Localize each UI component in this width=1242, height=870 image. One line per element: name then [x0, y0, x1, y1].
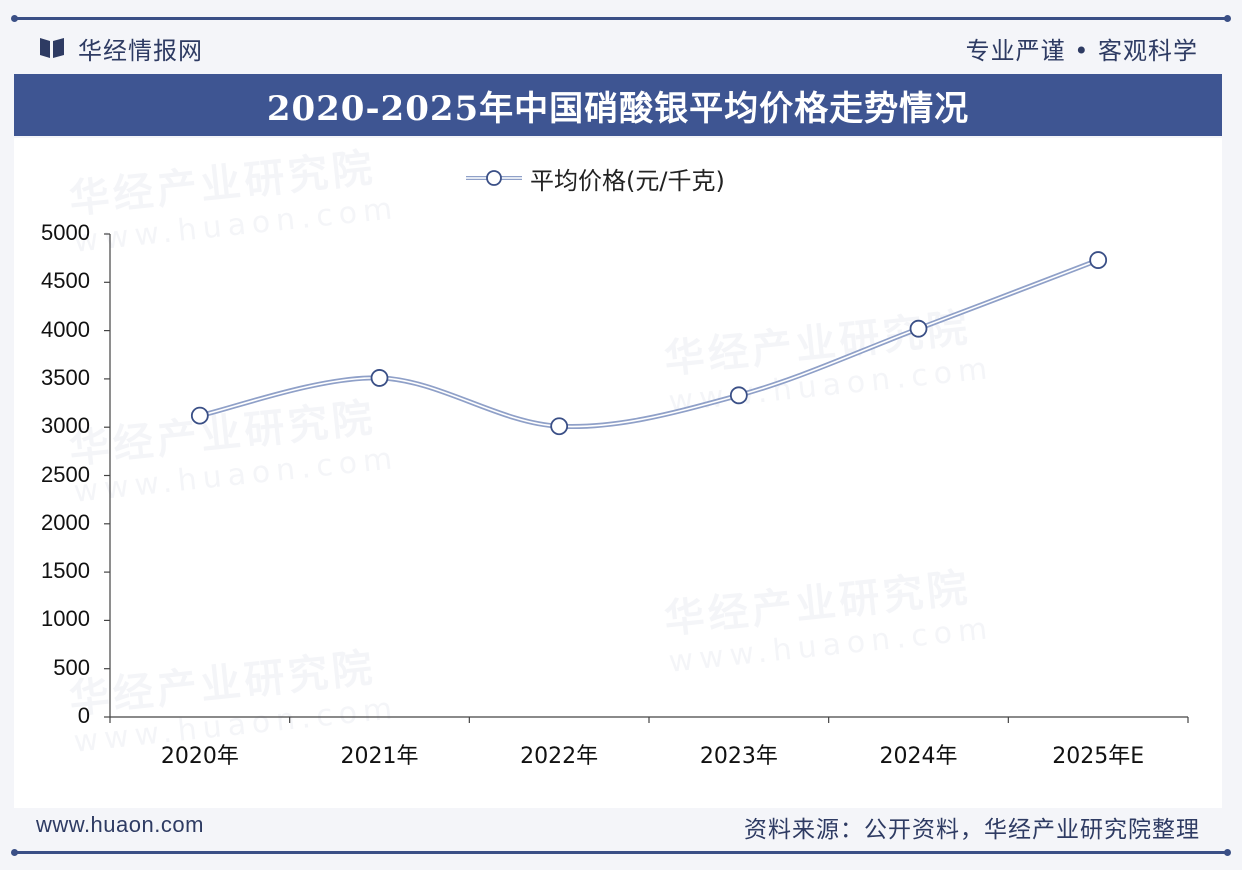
plot-panel — [14, 138, 1222, 808]
x-tick-label: 2020年 — [160, 744, 239, 769]
x-tick-label: 2024年 — [879, 744, 958, 769]
data-point — [190, 406, 209, 425]
legend: 平均价格(元/千克) — [466, 160, 725, 196]
y-tick-label: 2000 — [41, 509, 90, 535]
slogan: 专业严谨 • 客观科学 — [965, 36, 1198, 65]
y-tick-label: 4500 — [41, 268, 90, 294]
y-tick-label: 5000 — [41, 220, 90, 245]
x-tick-label: 2021年 — [340, 744, 419, 769]
data-point — [729, 386, 748, 405]
brand: 华经情报网 — [38, 30, 203, 66]
bottom-divider — [11, 849, 1231, 856]
chart-title: 2020-2025年中国硝酸银平均价格走势情况 — [266, 88, 970, 129]
footer-source: 资料来源：公开资料，华经产业研究院整理 — [744, 817, 1200, 843]
legend-line-marker-icon — [466, 170, 522, 186]
y-tick-label: 3000 — [41, 413, 90, 439]
y-tick-label: 0 — [77, 703, 90, 728]
data-point — [370, 369, 389, 387]
y-tick-label: 2500 — [41, 461, 90, 487]
legend-label: 平均价格(元/千克) — [530, 166, 725, 195]
top-divider — [11, 15, 1231, 22]
y-tick-label: 500 — [53, 654, 90, 680]
data-point — [1089, 251, 1108, 269]
y-tick-label: 4000 — [41, 316, 90, 342]
series-line — [197, 257, 1101, 430]
title-bar: 2020-2025年中国硝酸银平均价格走势情况 — [14, 74, 1222, 136]
y-tick-label: 1000 — [41, 606, 90, 632]
x-tick-label: 2022年 — [520, 744, 599, 769]
data-point — [550, 417, 569, 436]
data-point — [909, 319, 928, 338]
series-line-highlight — [199, 259, 1099, 428]
y-tick-label: 3500 — [41, 364, 90, 390]
x-tick-label: 2023年 — [699, 744, 778, 769]
footer-website: www.huaon.com — [36, 812, 204, 837]
y-tick-label: 1500 — [41, 558, 90, 584]
brand-logo-icon — [40, 38, 64, 58]
brand-name: 华经情报网 — [78, 36, 203, 65]
x-tick-label: 2025年E — [1052, 744, 1145, 769]
